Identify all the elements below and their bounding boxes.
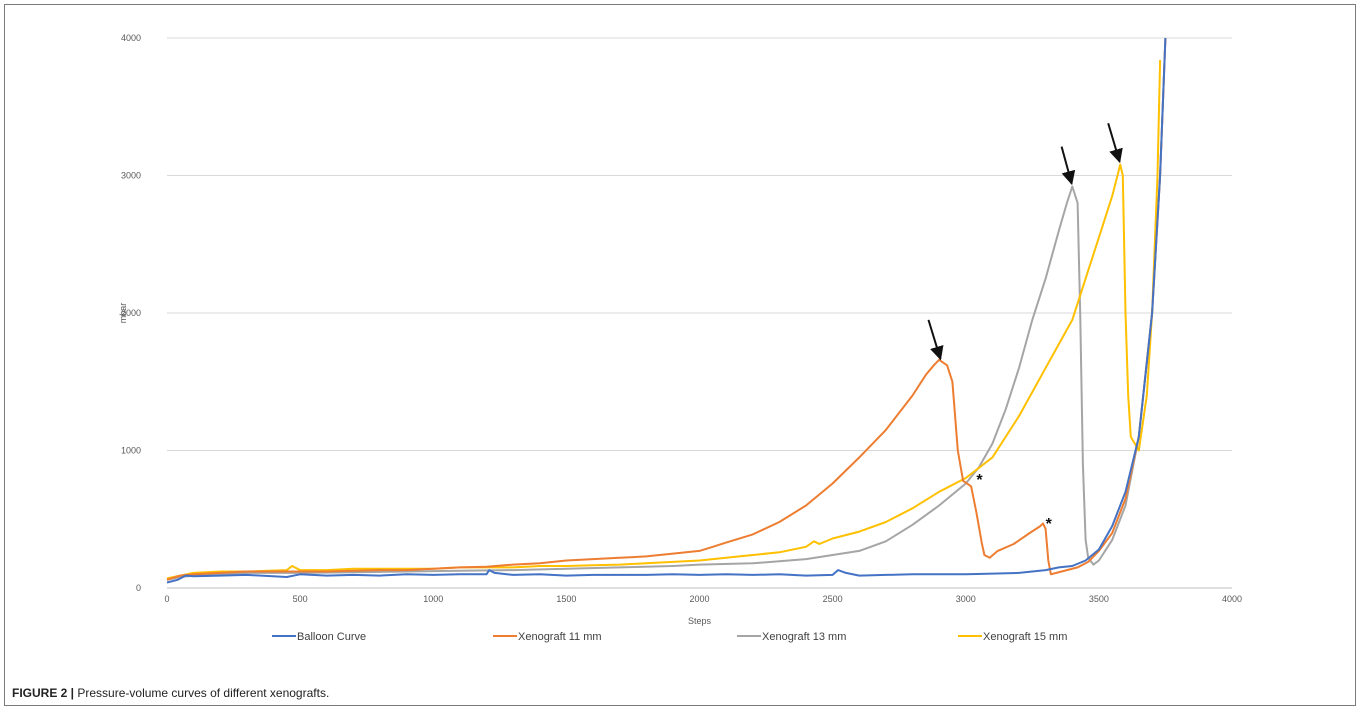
series-line-1: [166, 37, 1167, 584]
x-axis-title: Steps: [688, 616, 712, 626]
annotations: **: [927, 122, 1123, 533]
legend-label: Xenograft 11 mm: [518, 631, 602, 643]
x-tick-label: 2500: [823, 594, 843, 604]
y-tick-label: 2000: [121, 308, 141, 318]
gridlines: [167, 37, 1232, 589]
figure-frame: [4, 4, 1356, 706]
x-tick-label: 3000: [956, 594, 976, 604]
legend-label: Xenograft 15 mm: [983, 631, 1067, 643]
legend-label: Balloon Curve: [297, 631, 366, 643]
annotation-arrow: [1060, 146, 1076, 186]
series-line-4: [166, 59, 1162, 580]
x-tick-label: 500: [293, 594, 308, 604]
y-tick-label: 4000: [121, 33, 141, 43]
series-lines: [166, 37, 1167, 584]
x-tick-label: 1500: [556, 594, 576, 604]
y-tick-label: 3000: [121, 171, 141, 181]
figure-caption-label: FIGURE 2 |: [12, 686, 75, 700]
x-tick-label: 1000: [423, 594, 443, 604]
annotation-asterisk: *: [1046, 516, 1053, 533]
annotation-arrow: [927, 319, 944, 361]
x-tick-label: 4000: [1222, 594, 1242, 604]
figure-caption: FIGURE 2 | Pressure-volume curves of dif…: [12, 686, 329, 700]
annotation-asterisk: *: [976, 472, 983, 489]
series-line-3: [166, 37, 1167, 581]
axes: 0 1000 2000 3000 4000 0 500 1000 1500 2000 2500 300…: [121, 33, 1242, 604]
x-tick-label: 2000: [689, 594, 709, 604]
legend-label: Xenograft 13 mm: [762, 631, 846, 643]
legend: Balloon Curve Xenograft 11 mm Xenograft 13…: [272, 631, 1067, 643]
y-tick-label: 0: [136, 583, 141, 593]
annotation-arrow: [1107, 122, 1123, 164]
series-line-2: [166, 37, 1167, 581]
y-axis-title: mbar: [118, 303, 128, 324]
figure-caption-text: Pressure-volume curves of different xeno…: [74, 686, 330, 700]
x-tick-label: 3500: [1089, 594, 1109, 604]
x-tick-label: 0: [164, 594, 169, 604]
y-tick-label: 1000: [121, 446, 141, 456]
